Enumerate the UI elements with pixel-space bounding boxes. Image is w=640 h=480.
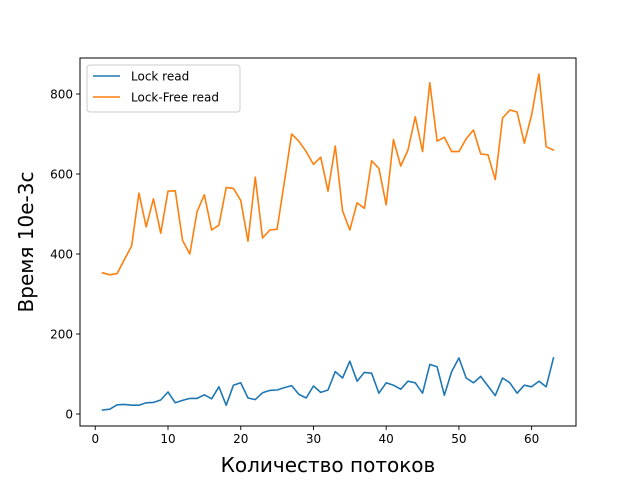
x-axis-label: Количество потоков xyxy=(221,453,436,477)
x-tick-label: 60 xyxy=(524,432,539,446)
plot-frame xyxy=(79,57,577,427)
x-tick-label: 20 xyxy=(233,432,248,446)
legend-label: Lock read xyxy=(131,70,189,84)
y-axis-ticks: 0 200 400 600 800 xyxy=(50,88,80,422)
y-axis-label: Время 10e-3с xyxy=(14,172,38,313)
series-line-lock-read xyxy=(101,357,555,411)
x-tick-label: 40 xyxy=(379,432,394,446)
x-tick-label: 0 xyxy=(91,432,99,446)
legend-box xyxy=(86,64,241,113)
legend-label: Lock-Free read xyxy=(131,91,219,105)
y-tick-label: 800 xyxy=(50,88,73,102)
legend: Lock read Lock-Free read xyxy=(86,64,241,113)
x-tick-label: 10 xyxy=(160,432,175,446)
x-tick-label: 30 xyxy=(306,432,321,446)
series-line-lock-free-read xyxy=(101,73,555,276)
x-axis-ticks: 0 10 20 30 40 50 60 xyxy=(91,426,539,446)
series-layer xyxy=(101,73,555,411)
y-tick-label: 400 xyxy=(50,248,73,262)
x-tick-label: 50 xyxy=(451,432,466,446)
y-tick-label: 200 xyxy=(50,328,73,342)
y-tick-label: 600 xyxy=(50,168,73,182)
y-tick-label: 0 xyxy=(65,408,73,422)
